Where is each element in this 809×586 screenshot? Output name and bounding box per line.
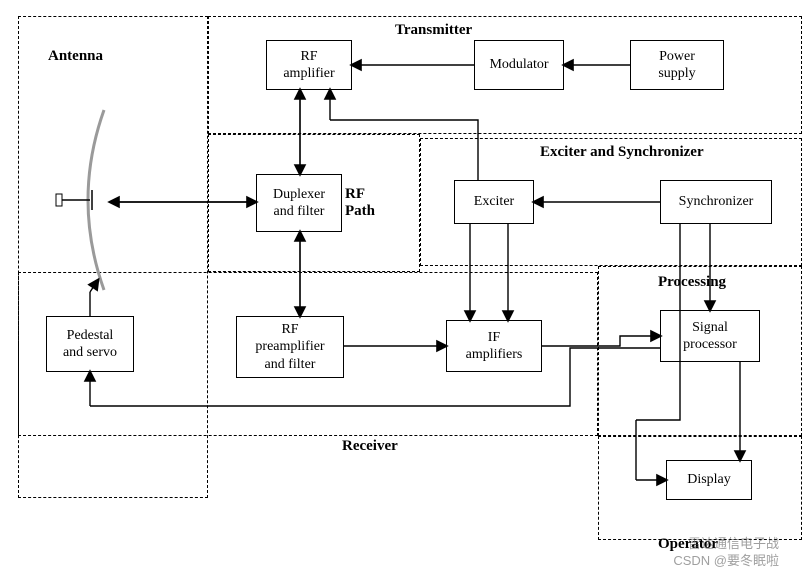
block-signal-processor: Signalprocessor bbox=[660, 310, 760, 362]
label-exciter: Exciter and Synchronizer bbox=[540, 144, 704, 161]
block-duplexer: Duplexerand filter bbox=[256, 174, 342, 232]
label-rfpath: RFPath bbox=[345, 186, 375, 220]
watermark-line1: 雷达通信电子战 bbox=[673, 536, 779, 553]
block-rf-preamplifier: RFpreamplifierand filter bbox=[236, 316, 344, 378]
label-processing: Processing bbox=[658, 274, 726, 291]
label-receiver: Receiver bbox=[342, 438, 398, 455]
block-modulator: Modulator bbox=[474, 40, 564, 90]
block-power-supply: Powersupply bbox=[630, 40, 724, 90]
watermark: 雷达通信电子战 CSDN @要冬眠啦 bbox=[673, 536, 779, 570]
block-exciter: Exciter bbox=[454, 180, 534, 224]
block-pedestal-servo: Pedestaland servo bbox=[46, 316, 134, 372]
block-if-amplifiers: IFamplifiers bbox=[446, 320, 542, 372]
label-transmitter: Transmitter bbox=[395, 22, 472, 39]
block-synchronizer: Synchronizer bbox=[660, 180, 772, 224]
block-display: Display bbox=[666, 460, 752, 500]
watermark-line2: CSDN @要冬眠啦 bbox=[673, 553, 779, 570]
block-rf-amplifier: RFamplifier bbox=[266, 40, 352, 90]
label-antenna: Antenna bbox=[48, 48, 103, 65]
